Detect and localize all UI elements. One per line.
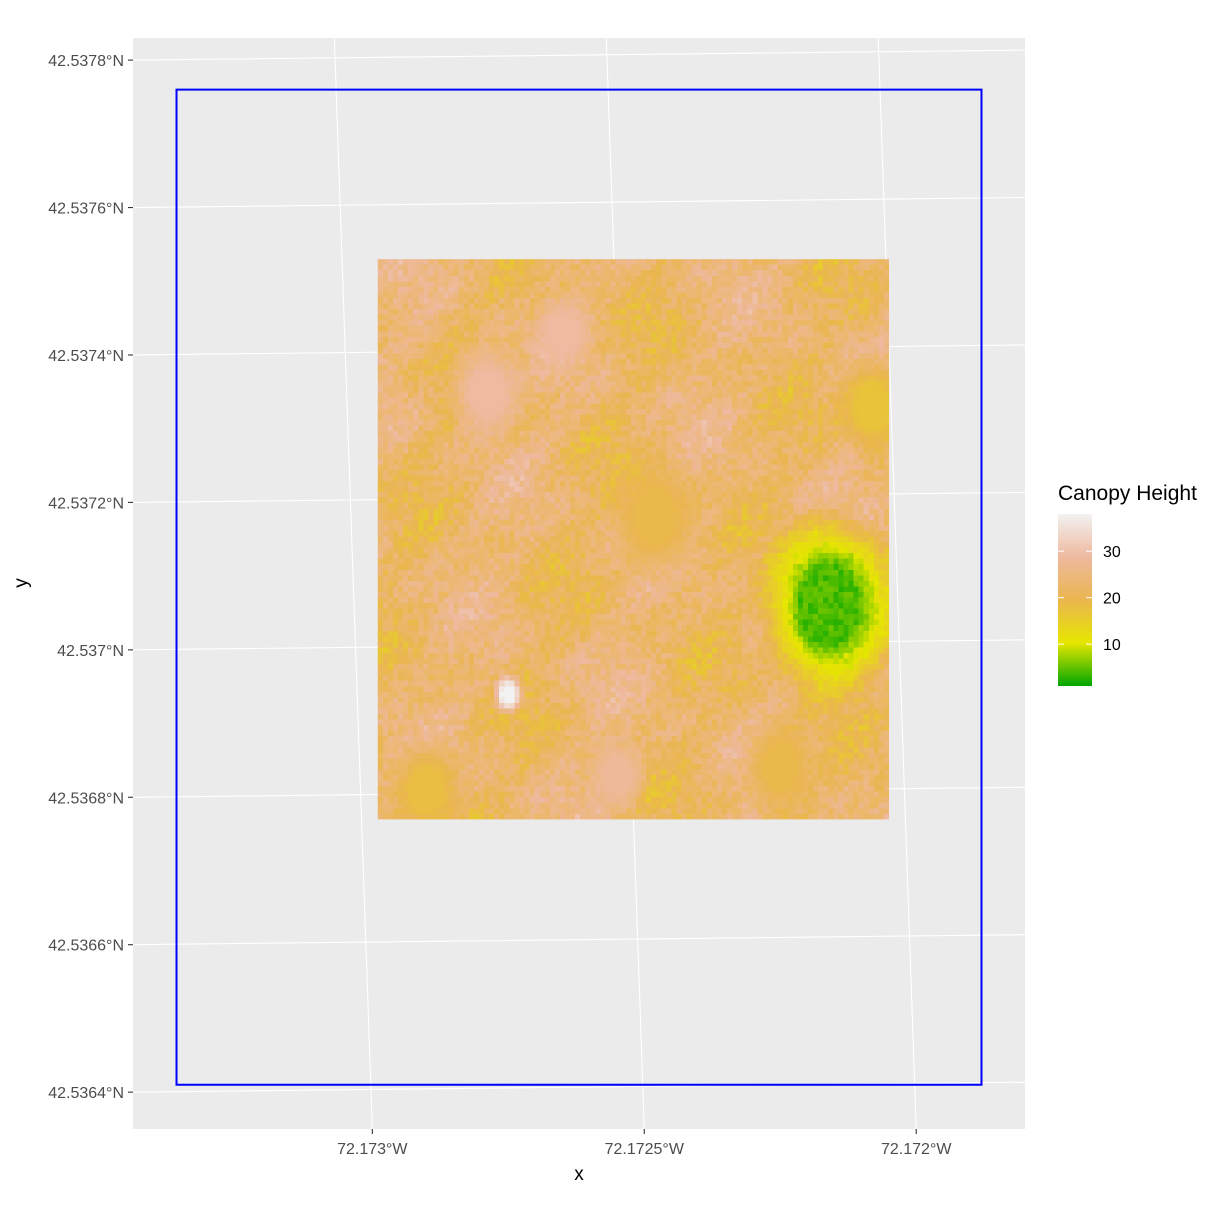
grid-line-lon-0 — [333, 37, 373, 1130]
y-tick-label-7: 42.5364°N — [48, 1085, 124, 1102]
x-tick-label-1: 72.1725°W — [605, 1141, 685, 1158]
legend-label-1: 20 — [1103, 591, 1121, 608]
grid-line-lat-1 — [132, 196, 1026, 209]
legend-title: Canopy Height — [1058, 482, 1197, 505]
x-axis: 72.173°W 72.1725°W 72.172°W — [337, 1129, 952, 1158]
y-tick-label-2: 42.5374°N — [48, 348, 124, 365]
y-tick-label-3: 42.5372°N — [48, 495, 124, 512]
y-tick-label-4: 42.537°N — [57, 643, 124, 660]
legend-breaks: 30 20 10 — [1058, 544, 1121, 654]
legend: Canopy Height 30 20 10 — [1058, 482, 1197, 686]
grid-line-lat-6 — [132, 934, 1026, 946]
y-tick-label-1: 42.5376°N — [48, 201, 124, 218]
x-axis-title: x — [574, 1164, 584, 1185]
plot-boundary — [175, 88, 983, 1086]
canopy-height-raster — [377, 259, 890, 820]
y-tick-label-0: 42.5378°N — [48, 53, 124, 70]
x-tick-label-0: 72.173°W — [337, 1141, 408, 1158]
legend-label-0: 30 — [1103, 544, 1121, 561]
legend-label-2: 10 — [1103, 637, 1121, 654]
y-tick-label-6: 42.5366°N — [48, 938, 124, 955]
y-axis: 42.5378°N 42.5376°N 42.5374°N 42.5372°N 42.5… — [48, 53, 133, 1102]
grid-line-lat-0 — [132, 49, 1026, 61]
legend-colorbar — [1058, 514, 1092, 686]
y-axis-title: y — [11, 578, 32, 588]
x-tick-label-2: 72.172°W — [881, 1141, 952, 1158]
y-tick-label-5: 42.5368°N — [48, 790, 124, 807]
grid-line-lon-2 — [877, 37, 917, 1130]
